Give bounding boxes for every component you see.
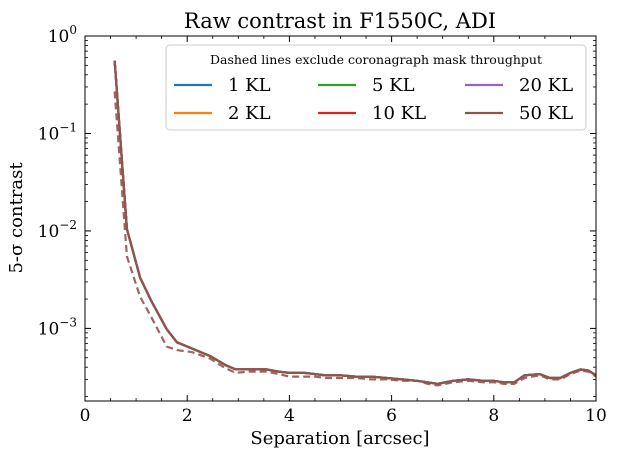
x-tick-label: 8: [488, 406, 499, 426]
legend-label: 20 KL: [519, 75, 573, 96]
x-tick-label: 10: [585, 406, 607, 426]
legend-label: 1 KL: [228, 75, 271, 96]
legend-label: 50 KL: [519, 103, 573, 124]
y-axis-label: 5-σ contrast: [6, 162, 27, 274]
chart-title: Raw contrast in F1550C, ADI: [184, 9, 496, 33]
plot-frame: [84, 35, 597, 402]
y-tick-label: 10−2: [38, 218, 77, 242]
x-axis-label: Separation [arcsec]: [250, 428, 429, 449]
legend-label: 5 KL: [372, 75, 415, 96]
legend-label: 10 KL: [372, 103, 426, 124]
series-line-50-kl: [113, 60, 596, 385]
x-tick-label: 2: [182, 406, 193, 426]
legend: Dashed lines exclude coronagraph mask th…: [165, 44, 587, 131]
x-tick-label: 4: [284, 406, 295, 426]
x-tick-label: 0: [80, 406, 91, 426]
y-tick-label: 10−1: [38, 120, 77, 144]
legend-label: 2 KL: [228, 103, 271, 124]
y-tick-label: 100: [48, 23, 77, 47]
y-tick-label: 10−3: [38, 315, 77, 339]
legend-box: [165, 44, 587, 131]
dashed-series-line-0: [113, 91, 596, 387]
x-tick-label: 6: [386, 406, 397, 426]
legend-title: Dashed lines exclude coronagraph mask th…: [210, 52, 542, 67]
